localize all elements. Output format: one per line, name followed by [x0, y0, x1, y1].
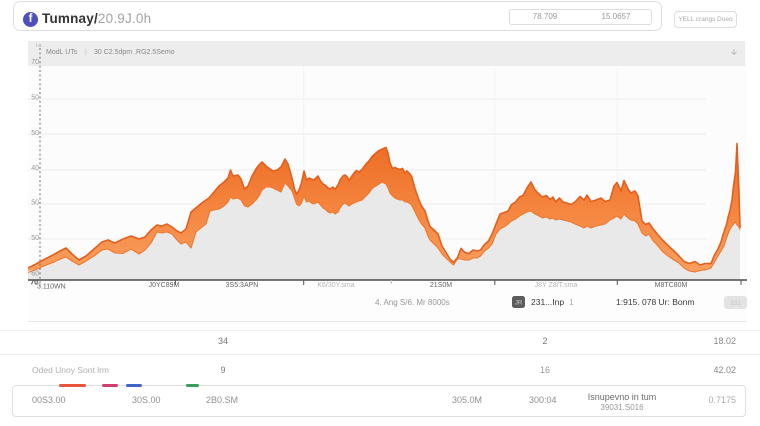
- svg-text:70: 70: [31, 59, 39, 66]
- svg-text:21S0M: 21S0M: [430, 282, 452, 289]
- svg-text:50: 50: [31, 130, 39, 137]
- svg-text:4. Ang S/6. Mr 8000s: 4. Ang S/6. Mr 8000s: [375, 298, 450, 307]
- svg-text:ModL UTs: ModL UTs: [46, 49, 78, 56]
- svg-text:l o: l o: [36, 43, 42, 49]
- svg-text:J0YC89M: J0YC89M: [149, 282, 180, 289]
- svg-text:331: 331: [730, 300, 741, 307]
- svg-text:K6/30Y.sma: K6/30Y.sma: [317, 282, 354, 289]
- svg-text:50: 50: [31, 94, 39, 101]
- svg-text:231...Inp: 231...Inp: [531, 297, 564, 307]
- svg-text:M8TC80M: M8TC80M: [655, 282, 688, 289]
- svg-text:50: 50: [31, 200, 39, 207]
- svg-text:40: 40: [31, 165, 39, 172]
- svg-text:3.110WN: 3.110WN: [37, 284, 66, 291]
- svg-text:1:915. 078 Ur: Bonm: 1:915. 078 Ur: Bonm: [616, 297, 694, 307]
- svg-text:JR: JR: [515, 301, 523, 307]
- svg-text:30 C2.5dpm .RG2.5Semo: 30 C2.5dpm .RG2.5Semo: [94, 49, 175, 56]
- svg-text:70: 70: [30, 280, 38, 287]
- svg-text:1: 1: [569, 297, 574, 307]
- svg-text:50: 50: [31, 235, 39, 242]
- svg-text:3S5:3APN: 3S5:3APN: [226, 282, 259, 289]
- svg-text:J8Y Z8/T.sma: J8Y Z8/T.sma: [535, 282, 578, 289]
- svg-text:60: 60: [31, 270, 39, 277]
- svg-text:|: |: [85, 49, 87, 56]
